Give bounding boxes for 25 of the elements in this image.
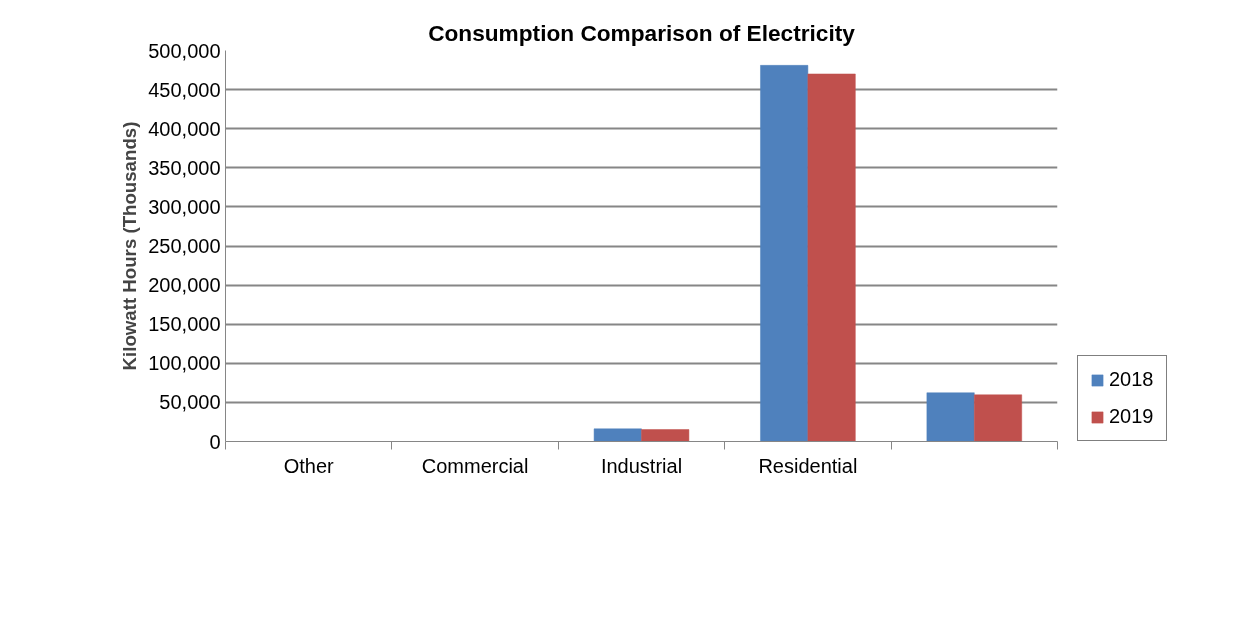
bar [807, 73, 856, 442]
y-tick-label: 350,000 [148, 156, 221, 179]
chart-title: Consumption Comparison of Electricity [428, 19, 856, 46]
y-tick-label: 300,000 [148, 195, 221, 218]
x-tick-label: Commercial [421, 454, 529, 477]
y-tick-label: 250,000 [148, 235, 221, 257]
y-tick-label: 450,000 [148, 78, 221, 101]
legend-label: 2019 [1109, 405, 1154, 428]
x-tick-label: Residential [758, 454, 858, 477]
x-tick-label: Industrial [600, 454, 683, 477]
bar [641, 429, 690, 442]
bar [974, 394, 1022, 442]
bar [926, 392, 975, 442]
y-tick-label: 0 [209, 430, 221, 453]
y-tick-label: 200,000 [148, 274, 221, 297]
y-tick-label: 100,000 [148, 352, 221, 375]
legend-label: 2018 [1109, 368, 1154, 391]
y-tick-label: 50,000 [159, 391, 221, 414]
y-tick-label: 150,000 [148, 313, 221, 336]
bar [593, 428, 642, 442]
y-axis-title: Kilowatt Hours (Thousands) [119, 121, 141, 371]
y-tick-label: 500,000 [148, 39, 221, 62]
bar [760, 65, 809, 442]
x-tick-label: Other [283, 454, 335, 477]
y-tick-label: 400,000 [148, 117, 221, 140]
